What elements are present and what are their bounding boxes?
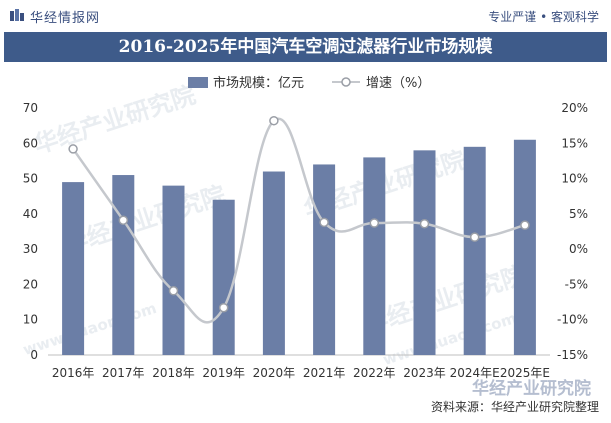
y-right-tick-label: -15% xyxy=(557,348,588,362)
growth-point xyxy=(520,220,530,230)
legend-line-label: 增速（%） xyxy=(366,76,430,91)
x-tick-label: 2017年 xyxy=(102,366,145,380)
bar xyxy=(413,150,436,355)
legend-bar-label: 市场规模：亿元 xyxy=(213,75,304,91)
growth-point xyxy=(218,302,229,313)
slogan: 专业严谨 • 客观科学 xyxy=(488,10,599,24)
growth-point xyxy=(269,115,279,126)
y-right-tick-label: -5% xyxy=(565,277,588,291)
x-tick-label: 2022年 xyxy=(353,366,396,380)
y-left-tick-label: 70 xyxy=(23,101,38,115)
x-tick-label: 2018年 xyxy=(152,366,195,380)
watermark-logo-text: 华经产业研究院 xyxy=(472,379,591,399)
y-left-tick-label: 20 xyxy=(23,277,38,291)
y-left-tick-label: 30 xyxy=(23,242,38,256)
growth-point xyxy=(118,215,129,225)
y-right-tick-label: -10% xyxy=(557,313,588,327)
legend-bar-swatch xyxy=(188,77,208,88)
bar-series xyxy=(62,139,536,355)
y-right-tick-label: 5% xyxy=(569,207,588,221)
y-left-tick-label: 40 xyxy=(23,207,38,221)
growth-point xyxy=(68,144,78,154)
y-left-tick-label: 60 xyxy=(23,136,38,150)
bar xyxy=(513,139,536,355)
x-tick-label: 2023年 xyxy=(403,366,446,380)
title-bar: 2016-2025年中国汽车空调过滤器行业市场规模 xyxy=(4,32,607,62)
brand-logo-icon xyxy=(10,9,24,21)
y-left-tick-label: 0 xyxy=(30,348,38,362)
x-tick-label: 2024年E xyxy=(450,366,500,380)
growth-point xyxy=(419,218,430,229)
legend: 市场规模：亿元 增速（%） xyxy=(188,75,430,91)
source-note: 资料来源：华经产业研究院整理 xyxy=(430,400,599,414)
bar xyxy=(212,199,235,355)
bar xyxy=(463,146,486,355)
y-right-tick-label: 0% xyxy=(569,242,588,256)
brand-name: 华经情报网 xyxy=(30,11,101,26)
legend-line-marker xyxy=(341,77,351,87)
growth-point xyxy=(319,217,329,228)
bar xyxy=(162,185,185,355)
chart-title: 2016-2025年中国汽车空调过滤器行业市场规模 xyxy=(118,37,493,57)
bar xyxy=(62,182,85,355)
x-tick-label: 2020年 xyxy=(253,366,296,380)
bar xyxy=(262,171,285,355)
x-tick-label: 2021年 xyxy=(303,366,346,380)
growth-line xyxy=(72,117,526,324)
bar xyxy=(313,164,336,355)
y-right-tick-label: 15% xyxy=(561,136,588,150)
axes: 0 10 20 30 40 50 60 70 -15% -10% -5% 0% 5% 10% 15% 20% 2… xyxy=(23,101,588,380)
y-left-tick-label: 50 xyxy=(23,172,38,186)
x-tick-label: 2016年 xyxy=(52,366,95,380)
growth-point xyxy=(168,286,179,296)
line-series xyxy=(68,115,530,324)
x-tick-label: 2019年 xyxy=(202,366,245,380)
bar xyxy=(112,175,135,355)
x-tick-label: 2025年E xyxy=(500,366,550,380)
bar xyxy=(363,157,386,355)
y-left-tick-label: 10 xyxy=(23,313,38,327)
y-right-tick-label: 20% xyxy=(561,101,588,115)
y-right-tick-label: 10% xyxy=(561,172,588,186)
growth-point xyxy=(469,232,480,242)
top-bar: 华经情报网 专业严谨 • 客观科学 xyxy=(0,0,611,30)
growth-point xyxy=(369,218,380,228)
